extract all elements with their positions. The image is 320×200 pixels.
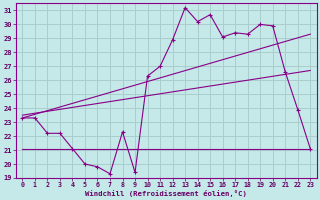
X-axis label: Windchill (Refroidissement éolien,°C): Windchill (Refroidissement éolien,°C) (85, 190, 247, 197)
